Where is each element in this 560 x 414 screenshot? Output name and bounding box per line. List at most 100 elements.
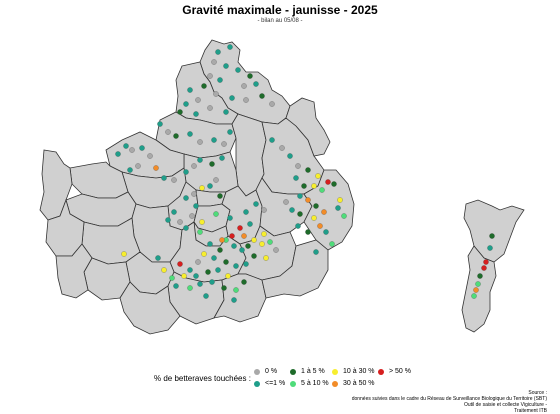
- observation-point: [305, 167, 311, 173]
- observation-point: [287, 153, 293, 159]
- observation-point: [209, 161, 215, 167]
- observation-point: [247, 221, 253, 227]
- observation-point: [313, 249, 319, 255]
- observation-point: [335, 205, 341, 211]
- legend-swatch-1: [254, 380, 260, 387]
- observation-point: [337, 197, 343, 203]
- observation-point: [269, 137, 275, 143]
- observation-point: [207, 105, 213, 111]
- observation-point: [267, 239, 273, 245]
- observation-point: [229, 95, 235, 101]
- observation-point: [223, 259, 229, 265]
- observation-point: [219, 237, 225, 243]
- observation-point: [139, 145, 145, 151]
- observation-point: [325, 179, 331, 185]
- departments: [39, 39, 525, 335]
- observation-point: [177, 109, 183, 115]
- observation-point: [219, 155, 225, 161]
- observation-point: [183, 225, 189, 231]
- observation-point: [135, 163, 141, 169]
- observation-point: [213, 177, 219, 183]
- observation-point: [225, 273, 231, 279]
- observation-point: [261, 231, 267, 237]
- dept-maine-et-loire: [55, 243, 93, 299]
- observation-point: [183, 101, 189, 107]
- observation-point: [241, 233, 247, 239]
- legend-item-2: 1 à 5 %: [290, 368, 325, 375]
- observation-point: [181, 273, 187, 279]
- observation-point: [123, 143, 129, 149]
- observation-point: [193, 203, 199, 209]
- observation-point: [233, 287, 239, 293]
- observation-point: [187, 131, 193, 137]
- observation-point: [213, 91, 219, 97]
- observation-point: [471, 293, 477, 299]
- observation-point: [483, 259, 489, 265]
- observation-point: [161, 175, 167, 181]
- legend-item-6: > 50 %: [378, 368, 411, 375]
- observation-point: [313, 203, 319, 209]
- observation-point: [211, 255, 217, 261]
- observation-point: [115, 151, 121, 157]
- legend-item-0: 0 %: [254, 368, 277, 375]
- observation-point: [311, 183, 317, 189]
- observation-point: [243, 97, 249, 103]
- observation-point: [231, 297, 237, 303]
- observation-point: [289, 207, 295, 213]
- observation-point: [199, 219, 205, 225]
- observation-point: [261, 207, 267, 213]
- observation-point: [263, 255, 269, 261]
- observation-point: [241, 83, 247, 89]
- observation-point: [207, 241, 213, 247]
- observation-point: [161, 267, 167, 273]
- legend-swatch-5: [332, 380, 338, 387]
- observation-point: [301, 183, 307, 189]
- observation-point: [221, 141, 227, 147]
- observation-point: [211, 59, 217, 65]
- observation-point: [315, 173, 321, 179]
- observation-point: [295, 223, 301, 229]
- observation-point: [153, 165, 159, 171]
- observation-point: [121, 251, 127, 257]
- source-line-1: données suivies dans le cadre du Réseau …: [351, 396, 547, 402]
- observation-point: [187, 267, 193, 273]
- dept-haute-marne: [303, 169, 355, 251]
- observation-point: [211, 137, 217, 143]
- observation-point: [279, 145, 285, 151]
- legend-label-4: 10 à 30 %: [343, 368, 375, 375]
- observation-point: [297, 211, 303, 217]
- observation-point: [191, 163, 197, 169]
- source-line-0: Source :: [528, 390, 547, 396]
- observation-point: [231, 243, 237, 249]
- observation-point: [173, 133, 179, 139]
- observation-point: [239, 247, 245, 253]
- observation-point: [223, 109, 229, 115]
- observation-point: [221, 285, 227, 291]
- observation-point: [193, 111, 199, 117]
- observation-point: [217, 193, 223, 199]
- observation-point: [157, 121, 163, 127]
- observation-point: [197, 139, 203, 145]
- observation-point: [273, 247, 279, 253]
- legend-item-4: 10 à 30 %: [332, 368, 375, 375]
- observation-point: [201, 83, 207, 89]
- observation-point: [127, 167, 133, 173]
- dept-mayenne: [45, 198, 85, 257]
- observation-point: [201, 251, 207, 257]
- legend-label-3: 5 à 10 %: [301, 380, 329, 387]
- observation-point: [253, 81, 259, 87]
- dept-indre: [119, 281, 181, 335]
- observation-point: [243, 209, 249, 215]
- observation-point: [197, 281, 203, 287]
- observation-point: [199, 185, 205, 191]
- observation-point: [227, 129, 233, 135]
- observation-point: [475, 281, 481, 287]
- legend-swatch-3: [290, 380, 296, 387]
- observation-point: [317, 223, 323, 229]
- observation-point: [195, 97, 201, 103]
- observation-point: [187, 87, 193, 93]
- observation-point: [171, 177, 177, 183]
- observation-point: [235, 67, 241, 73]
- observation-point: [209, 279, 215, 285]
